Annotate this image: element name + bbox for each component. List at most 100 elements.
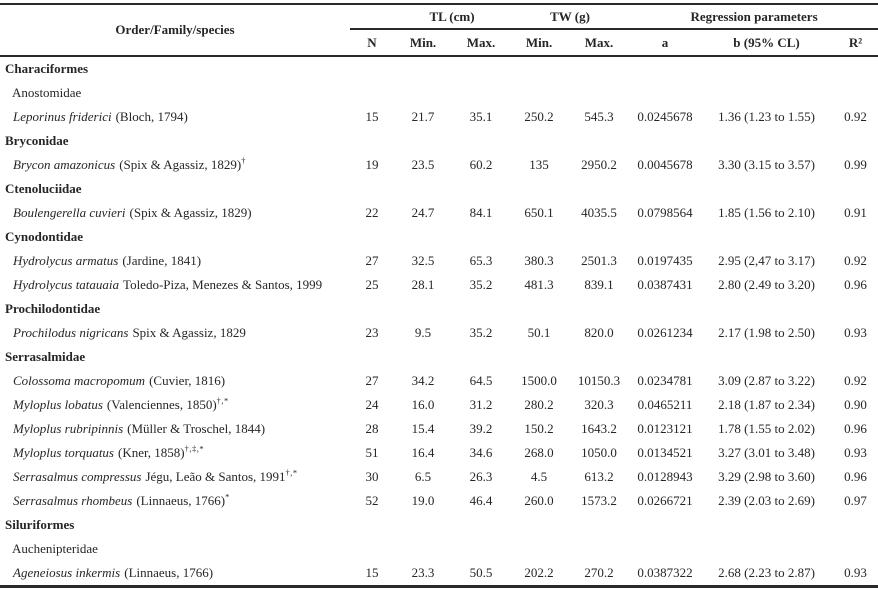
- cell-b: 1.78 (1.55 to 2.02): [718, 421, 815, 436]
- cell-tw-min: 260.0: [524, 493, 554, 508]
- cell-r2: 0.93: [844, 325, 867, 340]
- cell-tw-max: 1050.0: [581, 445, 617, 460]
- order-cell: Characiformes: [5, 61, 89, 76]
- header-group-tl: TL (cm): [394, 4, 511, 30]
- cell-a: 0.0261234: [637, 325, 693, 340]
- header-tw-max: Max.: [568, 29, 631, 57]
- cell-tl-max: 35.2: [469, 325, 493, 340]
- family-cell: Ctenoluciidae: [5, 181, 82, 196]
- cell-b: [700, 345, 833, 369]
- cell-tw-min: 135: [529, 157, 549, 172]
- record-marker: *: [225, 491, 230, 502]
- table-row: Auchenipteridae: [0, 537, 878, 561]
- cell-r2: [833, 225, 878, 249]
- cell-b: 3.30 (3.15 to 3.57): [718, 157, 815, 172]
- cell-b: 3.09 (2.87 to 3.22): [718, 373, 815, 388]
- species-name: Serrasalmus rhombeus: [13, 493, 133, 508]
- species-author: (Bloch, 1794): [115, 109, 188, 124]
- table-row: Hydrolycus tatauaia Toledo-Piza, Menezes …: [0, 273, 878, 297]
- cell-tw-max: 4035.5: [581, 205, 617, 220]
- cell-tl-max: [452, 513, 510, 537]
- cell-tl-max: 64.5: [469, 373, 493, 388]
- cell-tw-min: 1500.0: [521, 373, 557, 388]
- species-cell: Boulengerella cuvieri (Spix & Agassiz, 18…: [0, 201, 350, 225]
- cell-a: [630, 129, 700, 153]
- header-gap: [350, 4, 394, 30]
- cell-tw-min: 481.3: [524, 277, 554, 292]
- cell-tw-max: [568, 81, 630, 105]
- species-name: Boulengerella cuvieri: [13, 205, 126, 220]
- cell-tl-min: 21.7: [411, 109, 435, 124]
- cell-r2: [833, 345, 878, 369]
- table-row: Ctenoluciidae: [0, 177, 878, 201]
- header-tl-max: Max.: [452, 29, 511, 57]
- cell-tl-max: 35.2: [469, 277, 493, 292]
- cell-n: 27: [365, 373, 379, 388]
- species-author: (Kner, 1858): [118, 445, 185, 460]
- cell-tl-max: 31.2: [469, 397, 493, 412]
- table-row: Serrasalmidae: [0, 345, 878, 369]
- cell-tw-max: [568, 56, 630, 81]
- cell-tl-min: [394, 345, 452, 369]
- cell-n: 28: [365, 421, 379, 436]
- header-b-95cl: b (95% CL): [700, 29, 834, 57]
- species-name: Prochilodus nigricans: [13, 325, 129, 340]
- column-header-row: N Min. Max. Min. Max. a b (95% CL) R²: [0, 29, 878, 57]
- cell-b: [700, 297, 833, 321]
- cell-tl-min: [394, 513, 452, 537]
- cell-n: 25: [365, 277, 379, 292]
- table-header: Order/Family/species TL (cm) TW (g) Regr…: [0, 4, 878, 57]
- family-cell: Cynodontidae: [5, 229, 84, 244]
- cell-tw-max: [568, 177, 630, 201]
- cell-r2: [833, 129, 878, 153]
- species-name: Ageneiosus inkermis: [13, 565, 121, 580]
- species-author: (Spix & Agassiz, 1829): [119, 157, 242, 172]
- cell-a: 0.0234781: [637, 373, 693, 388]
- cell-b: [700, 81, 833, 105]
- cell-n: [350, 537, 394, 561]
- cell-n: 30: [365, 469, 379, 484]
- cell-n: [350, 225, 394, 249]
- species-cell: Serrasalmus rhombeus (Linnaeus, 1766)*: [0, 489, 350, 513]
- cell-tl-min: [394, 177, 452, 201]
- cell-a: 0.0197435: [637, 253, 693, 268]
- cell-tl-max: [452, 81, 510, 105]
- species-cell: Myloplus lobatus (Valenciennes, 1850)†,*: [0, 393, 350, 417]
- cell-b: 2.18 (1.87 to 2.34): [718, 397, 815, 412]
- header-order-family-species: Order/Family/species: [0, 4, 350, 57]
- table-row: Colossoma macropomum (Cuvier, 1816) 27 34.2…: [0, 369, 878, 393]
- cell-tl-max: 60.2: [469, 157, 493, 172]
- cell-tw-max: 839.1: [584, 277, 614, 292]
- species-cell: Leporinus friderici (Bloch, 1794): [0, 105, 350, 129]
- cell-a: 0.0798564: [637, 205, 693, 220]
- cell-n: [350, 513, 394, 537]
- species-name: Hydrolycus tatauaia: [13, 277, 120, 292]
- cell-r2: 0.96: [844, 277, 867, 292]
- header-tl-min: Min.: [394, 29, 452, 57]
- cell-r2: [833, 177, 878, 201]
- cell-tl-min: [394, 56, 452, 81]
- cell-tw-min: [510, 513, 568, 537]
- length-weight-table: Order/Family/species TL (cm) TW (g) Regr…: [0, 3, 878, 588]
- header-a: a: [630, 29, 701, 57]
- record-marker: †,*: [216, 395, 229, 406]
- cell-n: 27: [365, 253, 379, 268]
- cell-tl-min: 16.4: [411, 445, 435, 460]
- cell-tl-min: 34.2: [411, 373, 435, 388]
- cell-tw-min: [510, 129, 568, 153]
- cell-tw-min: 280.2: [524, 397, 554, 412]
- cell-r2: [833, 56, 878, 81]
- species-cell: Myloplus torquatus (Kner, 1858)†,‡,*: [0, 441, 350, 465]
- table-row: Prochilodontidae: [0, 297, 878, 321]
- header-r-squared: R²: [833, 29, 878, 57]
- cell-tl-min: [394, 129, 452, 153]
- cell-tw-max: [568, 297, 630, 321]
- cell-tl-min: 9.5: [414, 325, 432, 340]
- record-marker: †,‡,*: [184, 443, 205, 454]
- species-cell: Colossoma macropomum (Cuvier, 1816): [0, 369, 350, 393]
- cell-tw-min: 380.3: [524, 253, 554, 268]
- cell-tw-max: [568, 513, 630, 537]
- cell-n: 15: [365, 565, 379, 580]
- cell-tw-min: 202.2: [524, 565, 554, 580]
